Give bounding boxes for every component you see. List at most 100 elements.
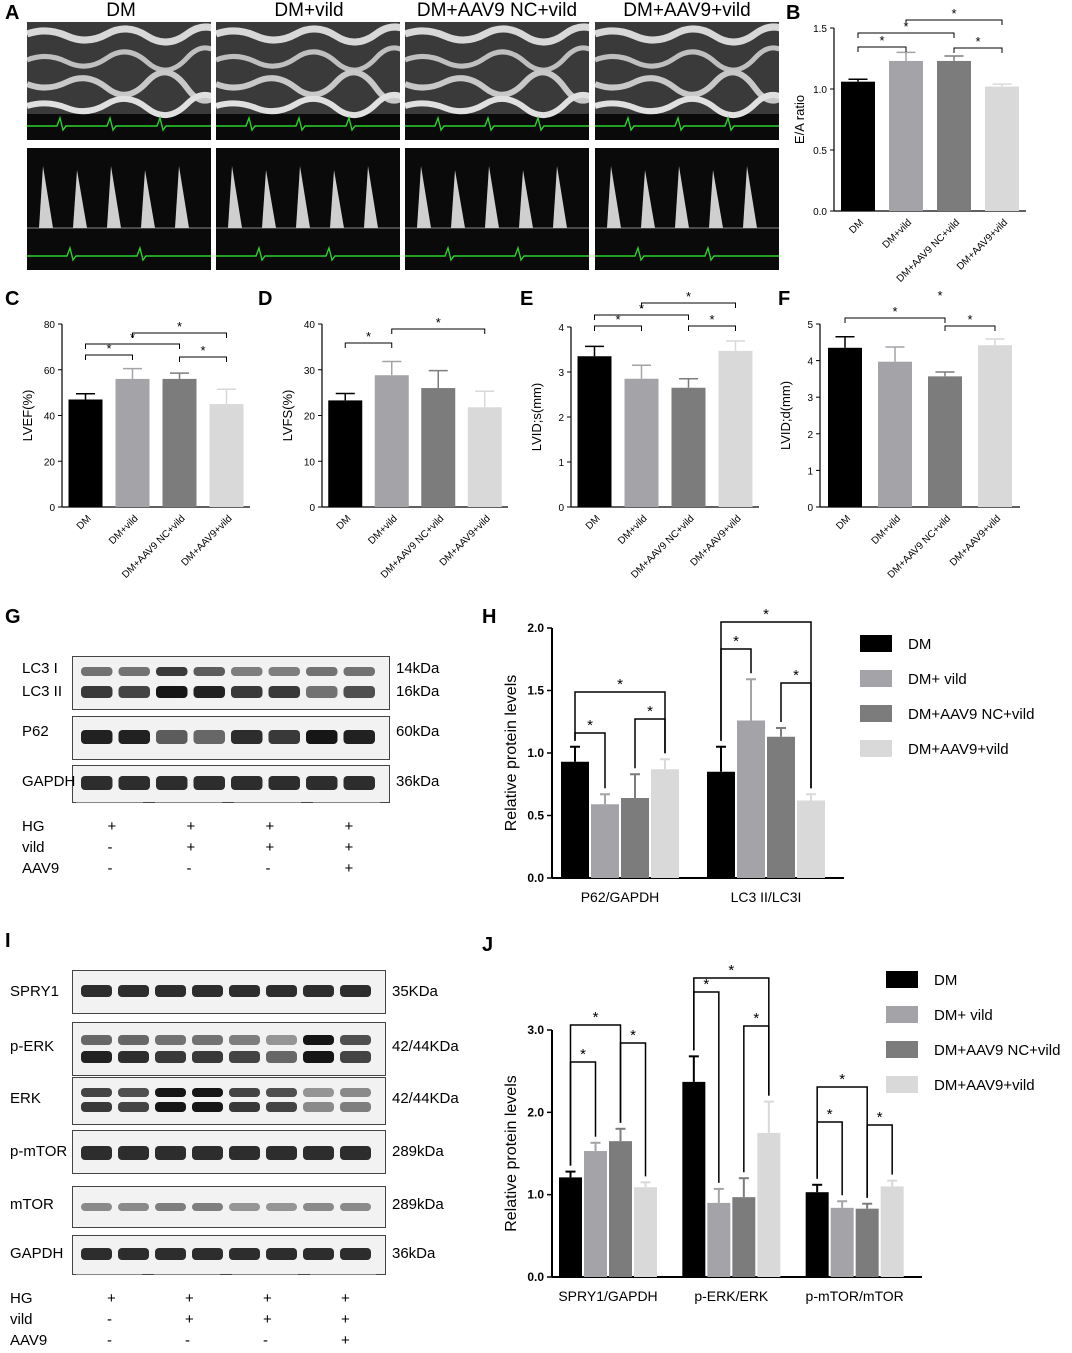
blot-g-band-label: GAPDH — [22, 773, 76, 790]
chart-h-ytick-label: 1.5 — [527, 684, 544, 698]
chart-j-significance-bracket — [866, 1124, 893, 1198]
blot-g-condition-sign: - — [265, 860, 271, 877]
chart-c-xtick-label: DM — [75, 513, 94, 532]
echo-title-dm-vild: DM+vild — [274, 0, 344, 21]
chart-h-significance-star: * — [763, 606, 769, 623]
blot-i-band-label: p-mTOR — [10, 1143, 68, 1160]
blot-i-kda-label: 42/44KDa — [392, 1038, 459, 1055]
chart-h-legend-swatch — [860, 740, 892, 757]
blot-i-band-label: p-ERK — [10, 1038, 55, 1055]
chart-f-significance-star: * — [892, 304, 897, 319]
chart-h-ytick-label: 1.0 — [527, 746, 544, 760]
chart-b-bar — [841, 81, 875, 212]
chart-b-significance-star: * — [951, 6, 956, 21]
panel-label-j: J — [482, 934, 494, 956]
chart-b-bar — [937, 60, 971, 211]
blot-g-band-label: P62 — [22, 723, 49, 740]
chart-f-xtick-label: DM+AAV9 NC+vild — [886, 513, 953, 580]
blot-g-kda-label: 60kDa — [396, 723, 440, 740]
chart-c-ytick-label: 80 — [44, 320, 56, 331]
chart-c-xtick-label: DM+AAV9 NC+vild — [120, 513, 187, 580]
blot-g-lane-group-line — [155, 802, 222, 803]
chart-h-ylabel: Relative protein levels — [503, 675, 520, 832]
chart-d-ytick-label: 20 — [304, 412, 316, 423]
blot-g-blot-strip — [72, 716, 390, 760]
chart-e-significance-star: * — [639, 301, 644, 316]
blot-i-condition-sign: + — [341, 1311, 350, 1328]
blot-g-condition-sign: + — [344, 839, 354, 856]
chart-f-significance-star: * — [967, 312, 972, 327]
chart-c-significance-bracket — [85, 343, 180, 349]
blot-g-condition-sign: + — [186, 839, 196, 856]
chart-j-significance-bracket — [816, 1086, 868, 1198]
m-mode-image — [595, 22, 779, 140]
blot-i-lane-group-line — [76, 1274, 142, 1275]
chart-b-xtick-label: DM+vild — [881, 217, 915, 251]
blot-i-condition-sign: - — [107, 1311, 112, 1328]
chart-h-legend-swatch — [860, 705, 892, 722]
chart-j-legend-label: DM — [934, 972, 957, 989]
blot-g-lane-group-line — [76, 802, 143, 803]
blot-i-kda-label: 289kDa — [392, 1196, 444, 1213]
blot-g-condition-sign: - — [107, 839, 113, 856]
chart-j-bar — [830, 1207, 854, 1277]
chart-j-legend-swatch — [886, 1006, 918, 1023]
chart-j-xtick-label: p-mTOR/mTOR — [806, 1288, 904, 1304]
chart-b-significance-star: * — [903, 19, 908, 34]
chart-h-legend-swatch — [860, 635, 892, 652]
chart-h-significance-bracket — [574, 732, 606, 789]
chart-d-xtick-label: DM+vild — [366, 513, 400, 547]
blot-i-condition-sign: - — [263, 1332, 268, 1349]
chart-c-bar — [162, 378, 197, 507]
chart-c-ytick-label: 0 — [49, 503, 55, 514]
blot-i-condition-label: vild — [10, 1311, 33, 1328]
chart-c-significance-star: * — [106, 341, 111, 356]
m-mode-image — [216, 22, 400, 140]
blot-g-kda-label: 14kDa — [396, 660, 440, 677]
chart-e-bar — [577, 356, 612, 507]
blot-i-blot-strip — [72, 1186, 386, 1228]
blot-g-condition-sign: + — [344, 818, 354, 835]
chart-d-ytick-label: 0 — [309, 503, 315, 514]
blot-i-lane-group-line — [154, 1274, 220, 1275]
chart-f-xtick-label: DM+AAV9+vild — [948, 513, 1003, 568]
chart-j-ytick-label: 3.0 — [527, 1023, 544, 1037]
chart-c-ytick-label: 60 — [44, 366, 56, 377]
blot-g-condition-label: HG — [22, 818, 45, 835]
chart-j-significance-bracket — [693, 991, 720, 1183]
chart-c-significance-bracket — [179, 356, 227, 362]
blot-g-kda-label: 16kDa — [396, 683, 440, 700]
chart-h-bar — [651, 769, 679, 878]
chart-b-significance-star: * — [975, 34, 980, 49]
chart-j-xtick-label: SPRY1/GAPDH — [558, 1288, 657, 1304]
chart-j-bar — [584, 1151, 607, 1277]
blot-i-kda-label: 42/44KDa — [392, 1090, 459, 1107]
chart-e-bar — [624, 378, 659, 507]
chart-e-significance-bracket — [594, 325, 642, 331]
chart-h-significance-bracket — [720, 621, 812, 789]
chart-f-ytick-label: 1 — [807, 466, 813, 477]
blot-g-kda-label: 36kDa — [396, 773, 440, 790]
chart-b-bar — [889, 60, 923, 211]
panel-label-c: C — [5, 288, 20, 310]
chart-c-significance-bracket — [132, 332, 227, 338]
blot-i-blot-strip — [72, 970, 386, 1014]
chart-f-ytick-label: 5 — [807, 320, 813, 331]
blot-i-band-label: SPRY1 — [10, 983, 59, 1000]
m-mode-image — [405, 22, 589, 140]
chart-b-xtick-label: DM+AAV9 NC+vild — [895, 217, 962, 284]
blot-i-condition-label: HG — [10, 1290, 33, 1307]
chart-e-xtick-label: DM+AAV9 NC+vild — [629, 513, 696, 580]
chart-j-significance-star: * — [580, 1046, 586, 1063]
chart-h-significance-star: * — [793, 667, 799, 684]
chart-c-xtick-label: DM+vild — [107, 513, 141, 547]
chart-d-bar — [421, 388, 456, 507]
chart-j-legend-swatch — [886, 1076, 918, 1093]
chart-j-ytick-label: 2.0 — [527, 1105, 544, 1119]
doppler-image — [595, 148, 779, 270]
chart-e-ytick-label: 2 — [558, 413, 564, 424]
blot-g-condition-sign: + — [265, 839, 275, 856]
chart-b-significance-bracket — [953, 47, 1003, 53]
chart-h-xtick-label: P62/GAPDH — [581, 889, 660, 905]
blot-g-condition-label: vild — [22, 839, 45, 856]
